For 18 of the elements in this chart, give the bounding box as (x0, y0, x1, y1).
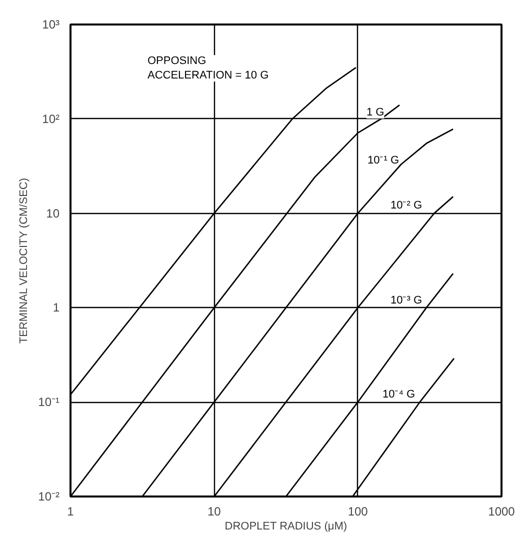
x-axis-title: DROPLET RADIUS (μM) (224, 520, 348, 532)
y-tick-label: 10⁻¹ (38, 395, 60, 410)
annotation: 10⁻² G (390, 200, 422, 212)
x-tick-label: 100 (348, 504, 368, 518)
y-axis-title: TERMINAL VELOCITY (CM/SEC) (18, 178, 30, 344)
y-tick-label: 10⁻² (38, 490, 60, 504)
x-tick-label: 1 (67, 504, 74, 518)
annotation: 1 G (366, 106, 384, 118)
x-tick-label: 1000 (488, 504, 516, 518)
y-tick-label: 10³ (42, 18, 60, 32)
y-tick-label: 10 (46, 206, 60, 220)
annotation: 10⁻⁴ G (382, 388, 416, 400)
annotation: 10⁻¹ G (368, 154, 400, 166)
annotation: OPPOSING ACCELERATION = 10 G (148, 55, 269, 82)
x-tick-label: 10 (207, 504, 222, 518)
annotation: 10⁻³ G (390, 294, 422, 306)
y-tick-label: 10² (42, 112, 60, 126)
y-tick-label: 1 (52, 300, 60, 315)
